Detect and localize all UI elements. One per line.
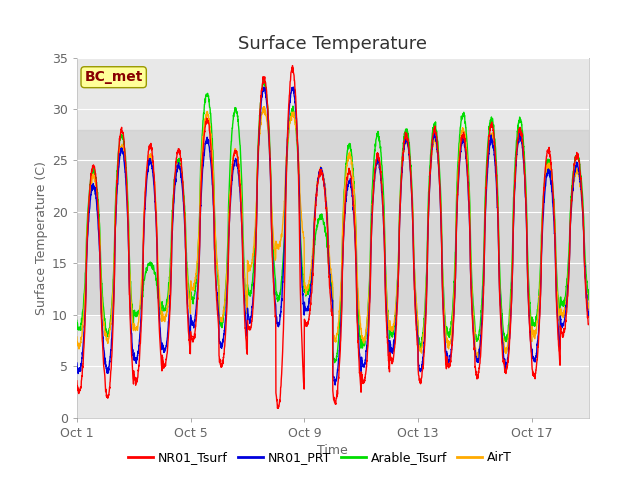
Title: Surface Temperature: Surface Temperature [238, 35, 428, 53]
X-axis label: Time: Time [317, 444, 348, 457]
Y-axis label: Surface Temperature (C): Surface Temperature (C) [35, 161, 48, 314]
Bar [77, 130, 589, 315]
Legend: NR01_Tsurf, NR01_PRT, Arable_Tsurf, AirT: NR01_Tsurf, NR01_PRT, Arable_Tsurf, AirT [123, 446, 517, 469]
Text: BC_met: BC_met [84, 70, 143, 84]
